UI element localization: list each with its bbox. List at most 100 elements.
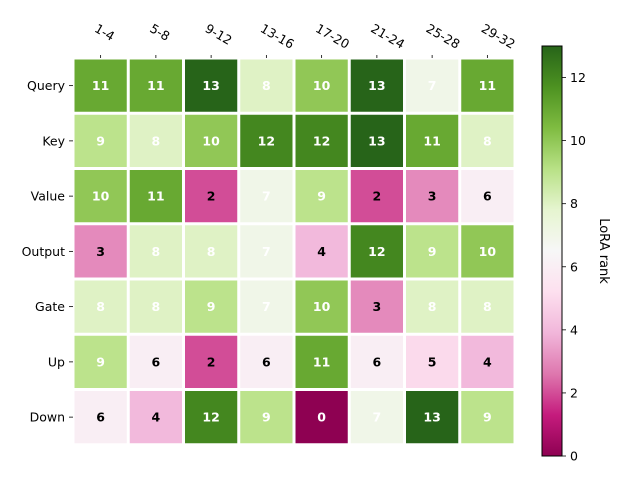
heatmap-cell (129, 391, 182, 444)
heatmap-cell (350, 280, 403, 333)
cell-value-label: 2 (207, 189, 216, 204)
cell-value-label: 11 (92, 78, 109, 93)
heatmap-cell (74, 280, 127, 333)
colorbar-tick-label: 8 (570, 196, 578, 211)
cell-value-label: 11 (147, 189, 164, 204)
heatmap-cell (461, 280, 514, 333)
cell-value-label: 7 (428, 78, 437, 93)
x-axis-ticks: 1-4 5-8 9-12 13-16 17-20 21-24 25-28 29-32 (92, 21, 518, 58)
heatmap-cell (406, 170, 459, 223)
cell-value-label: 5 (428, 354, 437, 369)
heatmap-cell (461, 335, 514, 388)
y-axis-ticks: Query Key Value Output Gate Up Down (22, 78, 73, 425)
heatmap-cell (74, 335, 127, 388)
x-tick-label: 5-8 (147, 21, 172, 44)
colorbar-gradient (541, 45, 563, 457)
colorbar-tick-label: 6 (570, 259, 578, 274)
cell-value-label: 4 (152, 410, 161, 425)
cell-value-label: 10 (92, 189, 110, 204)
cell-value-label: 9 (262, 410, 271, 425)
heatmap-cell (129, 59, 182, 112)
heatmap-cell (295, 225, 348, 278)
cell-value-label: 8 (262, 78, 271, 93)
cell-value-label: 8 (483, 133, 492, 148)
heatmap-cell (129, 335, 182, 388)
heatmap-cell (240, 225, 293, 278)
cell-value-label: 10 (313, 78, 331, 93)
cell-value-label: 13 (368, 133, 385, 148)
y-tick-label: Output (22, 244, 66, 259)
cell-value-label: 7 (262, 299, 271, 314)
heatmap-cell (240, 335, 293, 388)
heatmap-cell (406, 391, 459, 444)
x-tick-label: 29-32 (479, 21, 518, 52)
colorbar-tick-label: 12 (570, 70, 586, 85)
cell-value-label: 10 (313, 299, 331, 314)
heatmap-cell-labels: 11 11 13 8 10 13 7 11 9 8 10 12 12 13 11 8 10 11 2 7 9 2 3 6 3 8 8… (92, 78, 496, 425)
heatmap-cell (350, 391, 403, 444)
heatmap-cell (406, 225, 459, 278)
cell-value-label: 13 (202, 78, 219, 93)
heatmap-cell (240, 170, 293, 223)
heatmap-cell (406, 114, 459, 167)
heatmap-cell (461, 225, 514, 278)
heatmap-cell (129, 280, 182, 333)
cell-value-label: 11 (423, 133, 440, 148)
y-tick-label: Value (31, 189, 66, 204)
heatmap-cell (240, 59, 293, 112)
cell-value-label: 9 (96, 354, 105, 369)
cell-value-label: 12 (368, 244, 385, 259)
y-tick-label: Down (30, 410, 65, 425)
cell-value-label: 11 (147, 78, 164, 93)
cell-value-label: 10 (202, 133, 220, 148)
heatmap-cell (295, 114, 348, 167)
cell-value-label: 9 (96, 133, 105, 148)
heatmap-cell (185, 59, 238, 112)
colorbar-tick-label: 0 (570, 449, 578, 464)
cell-value-label: 8 (152, 299, 161, 314)
colorbar-ticks: 0 2 4 6 8 10 12 (562, 70, 586, 464)
heatmap-cell (240, 280, 293, 333)
cell-value-label: 3 (373, 299, 382, 314)
heatmap-cell (74, 225, 127, 278)
cell-value-label: 6 (96, 410, 105, 425)
x-tick-label: 25-28 (424, 21, 463, 52)
cell-value-label: 9 (317, 189, 326, 204)
cell-value-label: 7 (373, 410, 382, 425)
cell-value-label: 8 (483, 299, 492, 314)
heatmap-cell (240, 391, 293, 444)
cell-value-label: 2 (207, 354, 216, 369)
cell-value-label: 10 (479, 244, 497, 259)
cell-value-label: 7 (262, 244, 271, 259)
cell-value-label: 4 (317, 244, 326, 259)
x-tick-label: 1-4 (92, 21, 117, 44)
x-tick-label: 17-20 (313, 21, 352, 52)
heatmap-cell (240, 114, 293, 167)
heatmap-cell (406, 280, 459, 333)
heatmap-cell (295, 280, 348, 333)
heatmap-cell (74, 391, 127, 444)
heatmap-cells (74, 59, 514, 444)
cell-value-label: 6 (483, 189, 492, 204)
x-tick-label: 9-12 (203, 21, 235, 48)
heatmap-cell (350, 225, 403, 278)
heatmap-cell (185, 114, 238, 167)
heatmap-cell (461, 391, 514, 444)
heatmap-cell (350, 335, 403, 388)
cell-value-label: 11 (479, 78, 496, 93)
colorbar: 0 2 4 6 8 10 12 LoRA rank (541, 45, 611, 464)
cell-value-label: 0 (317, 410, 326, 425)
cell-value-label: 12 (313, 133, 330, 148)
heatmap-cell (406, 59, 459, 112)
heatmap-cell (461, 114, 514, 167)
heatmap-cell (350, 114, 403, 167)
colorbar-tick-label: 4 (570, 322, 578, 337)
y-tick-label: Key (42, 133, 65, 148)
cell-value-label: 8 (207, 244, 216, 259)
cell-value-label: 6 (262, 354, 271, 369)
heatmap-cell (74, 170, 127, 223)
cell-value-label: 9 (207, 299, 216, 314)
y-tick-label: Up (48, 354, 65, 369)
cell-value-label: 8 (152, 133, 161, 148)
heatmap-cell (295, 335, 348, 388)
